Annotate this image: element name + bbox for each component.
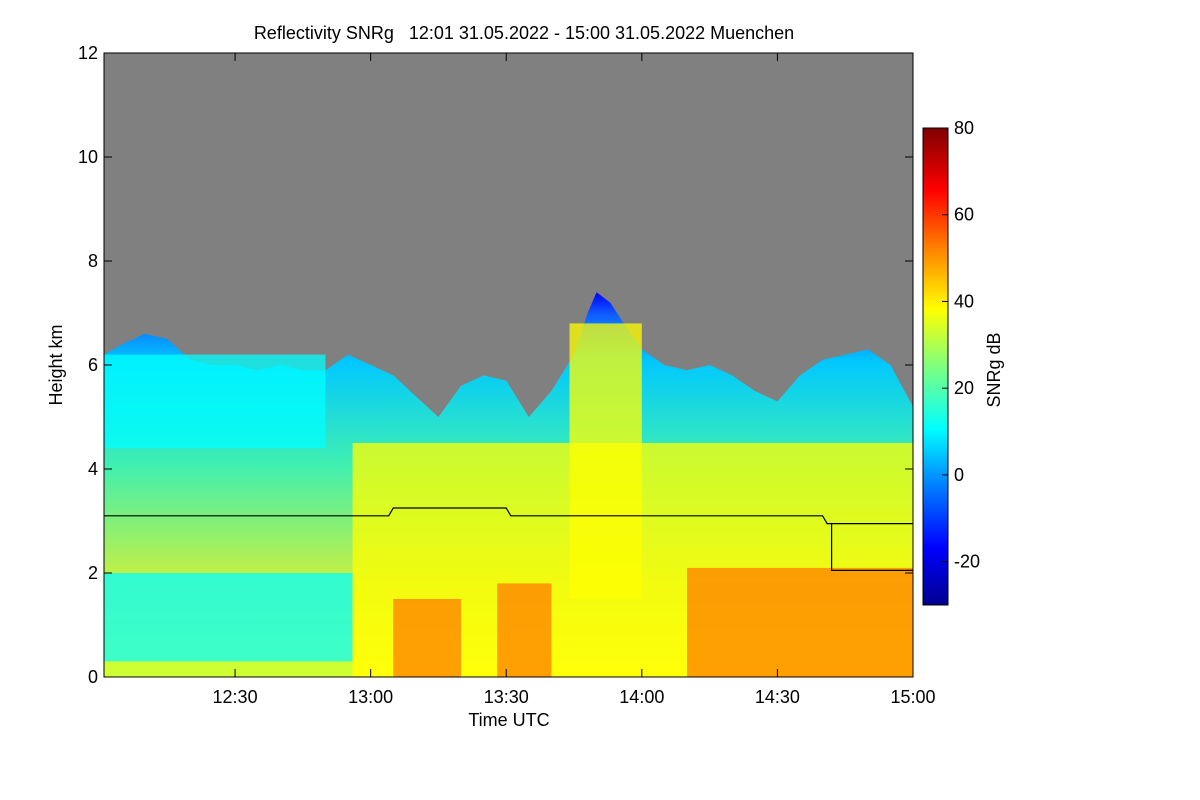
colorbar-tick-label: 20 — [954, 378, 974, 398]
melting-layer-line — [104, 507, 913, 525]
x-tick-label: 13:00 — [348, 687, 393, 707]
y-tick-label: 2 — [88, 563, 98, 583]
colorbar-ticks: -20 0 20 40 60 80 — [942, 118, 980, 572]
colorbar: -20 0 20 40 60 80 SNRg dB — [922, 118, 1004, 606]
intensity-region — [104, 573, 353, 677]
colorbar-tick-label: 60 — [954, 205, 974, 225]
x-axis-label: Time UTC — [468, 710, 549, 730]
colorbar-tick-label: -20 — [954, 552, 980, 572]
y-tick-label: 4 — [88, 459, 98, 479]
intensity-region — [569, 323, 642, 599]
y-tick-label: 6 — [88, 355, 98, 375]
x-tick-label: 12:30 — [213, 687, 258, 707]
melting-layer-lower-line — [830, 523, 913, 572]
x-tick-label: 13:30 — [484, 687, 529, 707]
chart-title: Reflectivity SNRg 12:01 31.05.2022 - 15:… — [254, 23, 794, 43]
intensity-region — [497, 583, 552, 677]
y-tick-label: 0 — [88, 667, 98, 687]
y-axis: 0 2 4 6 8 10 12 — [78, 43, 913, 687]
colorbar-tick-label: 0 — [954, 465, 964, 485]
x-tick-label: 14:00 — [619, 687, 664, 707]
y-axis-label: Height km — [46, 324, 66, 405]
y-tick-label: 10 — [78, 147, 98, 167]
x-axis: 12:30 13:00 13:30 14:00 14:30 15:00 — [213, 53, 936, 707]
y-tick-label: 8 — [88, 251, 98, 271]
colorbar-tick-label: 80 — [954, 118, 974, 138]
intensity-regions — [104, 323, 913, 677]
intensity-region — [687, 567, 913, 677]
colorbar-label: SNRg dB — [984, 332, 1004, 407]
x-tick-label: 15:00 — [890, 687, 935, 707]
colorbar-tick-label: 40 — [954, 291, 974, 311]
y-tick-label: 12 — [78, 43, 98, 63]
plot-area — [104, 53, 913, 677]
intensity-region — [104, 661, 353, 677]
intensity-region — [393, 599, 462, 677]
colorbar-scale — [922, 127, 949, 606]
x-tick-label: 14:30 — [755, 687, 800, 707]
intensity-region — [104, 354, 326, 449]
